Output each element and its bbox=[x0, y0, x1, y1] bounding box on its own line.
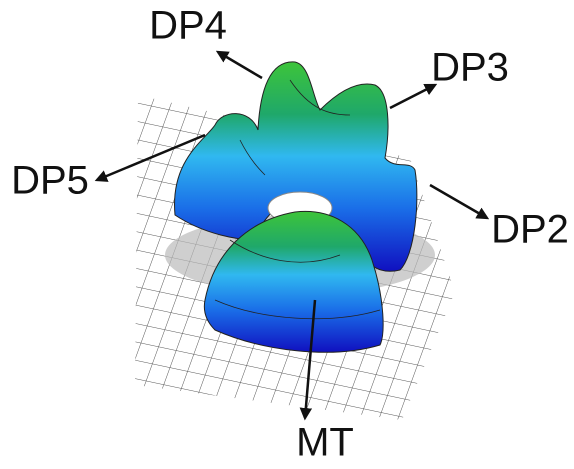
peak-label: DP3 bbox=[431, 46, 509, 90]
peak-label: DP4 bbox=[149, 4, 227, 48]
peak-label: DP2 bbox=[491, 208, 569, 252]
diagram: DP4 DP3 DP5 DP2 MT bbox=[0, 0, 574, 469]
arrow bbox=[430, 185, 487, 218]
arrow bbox=[390, 85, 435, 108]
peak-label: MT bbox=[296, 421, 354, 465]
peak-label: DP5 bbox=[11, 159, 89, 203]
arrow bbox=[218, 52, 262, 78]
